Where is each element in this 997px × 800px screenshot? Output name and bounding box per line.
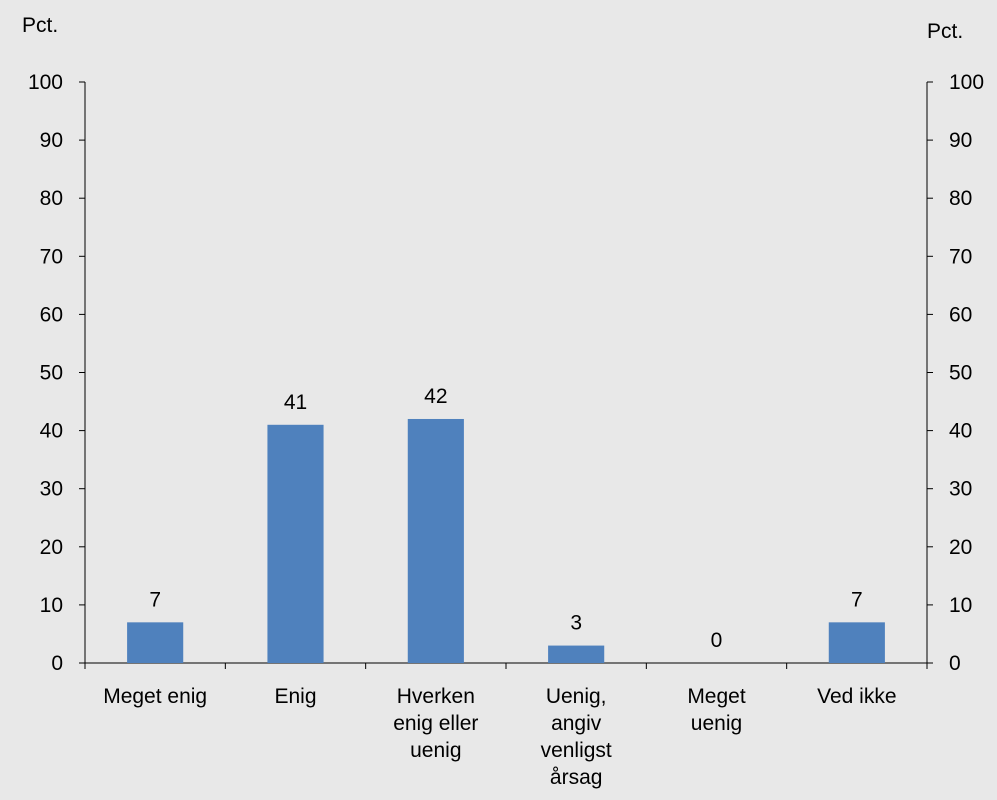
- left-y-tick-label: 50: [40, 362, 63, 385]
- data-label: 7: [851, 588, 863, 611]
- data-label: 42: [424, 385, 447, 408]
- left-y-tick-label: 20: [40, 536, 63, 559]
- right-y-tick-label: 50: [949, 362, 972, 385]
- data-label: 7: [149, 588, 161, 611]
- data-label: 0: [711, 629, 723, 652]
- right-y-tick-label: 20: [949, 536, 972, 559]
- category-label: uenig: [410, 739, 461, 762]
- category-label: enig eller: [393, 712, 478, 735]
- left-y-tick-label: 0: [51, 652, 63, 675]
- bar-3: [548, 645, 605, 663]
- left-y-tick-label: 40: [40, 420, 63, 443]
- right-y-tick-label: 0: [949, 652, 961, 675]
- right-y-tick-label: 40: [949, 420, 972, 443]
- left-y-tick-label: 80: [40, 187, 63, 210]
- category-label: Meget enig: [103, 685, 207, 708]
- category-label: venligst: [541, 739, 612, 762]
- left-y-tick-label: 10: [40, 594, 63, 617]
- left-axis-unit-label: Pct.: [22, 14, 58, 37]
- right-y-tick-label: 30: [949, 478, 972, 501]
- category-label: årsag: [550, 766, 603, 789]
- left-y-tick-label: 90: [40, 129, 63, 152]
- left-y-tick-label: 30: [40, 478, 63, 501]
- category-label: Hverken: [397, 685, 475, 708]
- bar-1: [267, 424, 324, 663]
- left-y-tick-label: 60: [40, 303, 63, 326]
- left-y-tick-label: 100: [28, 71, 63, 94]
- category-label: Meget: [687, 685, 746, 708]
- data-label: 41: [284, 391, 307, 414]
- bar-0: [127, 622, 184, 663]
- category-label: Enig: [274, 685, 316, 708]
- left-y-tick-label: 70: [40, 245, 63, 268]
- category-label: angiv: [551, 712, 602, 735]
- right-y-tick-label: 90: [949, 129, 972, 152]
- category-label: uenig: [691, 712, 742, 735]
- right-axis-unit-label: Pct.: [927, 20, 963, 43]
- right-y-tick-label: 80: [949, 187, 972, 210]
- category-label: Ved ikke: [817, 685, 896, 708]
- data-label: 3: [570, 612, 582, 635]
- bar-5: [828, 622, 885, 663]
- right-y-tick-label: 100: [949, 71, 984, 94]
- category-label: Uenig,: [546, 685, 607, 708]
- right-y-tick-label: 70: [949, 245, 972, 268]
- right-y-tick-label: 60: [949, 303, 972, 326]
- bar-2: [407, 418, 464, 663]
- right-y-tick-label: 10: [949, 594, 972, 617]
